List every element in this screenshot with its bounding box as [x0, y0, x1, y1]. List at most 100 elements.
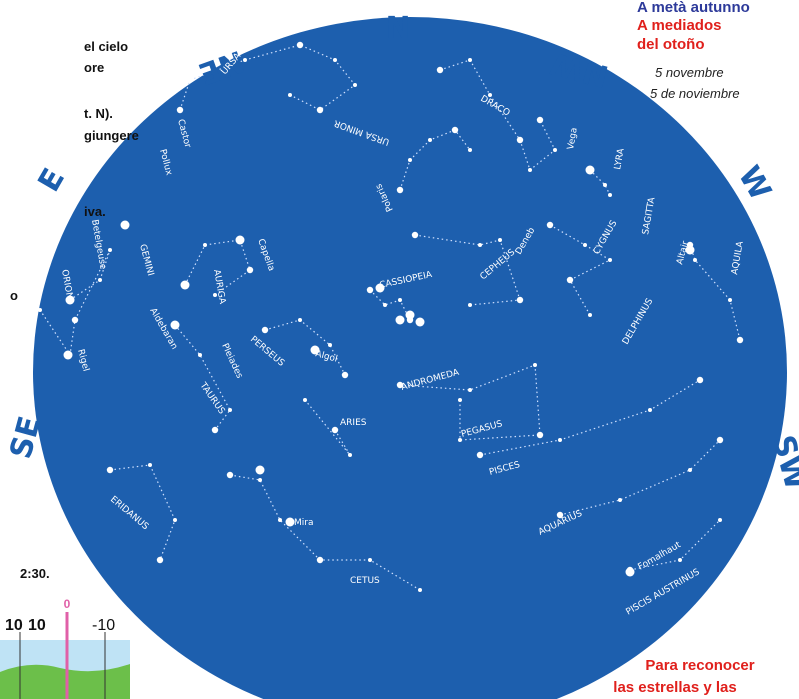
bright-star — [405, 310, 415, 320]
star — [316, 556, 324, 564]
star — [198, 353, 202, 357]
star — [418, 588, 422, 592]
star — [736, 336, 744, 344]
footer-text: las estrellas y las — [613, 679, 736, 696]
side-text: o — [10, 288, 18, 303]
constellation-line — [304, 399, 351, 456]
date-es: 5 de noviembre — [650, 86, 740, 101]
constellation-line — [39, 249, 111, 357]
star — [516, 296, 524, 304]
star — [156, 556, 164, 564]
star — [211, 426, 219, 434]
date-it: 5 novembre — [655, 65, 724, 80]
star — [478, 243, 482, 247]
star — [488, 93, 492, 97]
star — [341, 371, 349, 379]
inset-label: 10 — [28, 617, 46, 634]
star — [331, 426, 339, 434]
star — [688, 468, 692, 472]
inset-label: -10 — [92, 617, 115, 634]
star — [288, 93, 292, 97]
star — [718, 518, 722, 522]
star — [451, 126, 459, 134]
star — [396, 381, 404, 389]
star — [536, 116, 544, 124]
star — [228, 408, 232, 412]
star — [176, 106, 184, 114]
star — [588, 313, 592, 317]
star — [498, 238, 502, 242]
star — [516, 136, 524, 144]
bright-star — [170, 320, 180, 330]
bright-star — [120, 220, 130, 230]
side-text: 2:30. — [20, 566, 50, 581]
star — [603, 183, 607, 187]
star — [608, 258, 612, 262]
star — [243, 58, 247, 62]
star — [213, 293, 217, 297]
side-text: ore — [84, 60, 104, 75]
star — [108, 248, 112, 252]
sky-label: Vega — [566, 127, 580, 151]
direction: N — [385, 11, 410, 46]
star — [71, 316, 79, 324]
constellation-line — [179, 44, 356, 111]
star — [468, 58, 472, 62]
star — [296, 41, 304, 49]
inset-hills — [0, 664, 130, 699]
star — [558, 438, 562, 442]
bright-star — [415, 317, 425, 327]
side-text: giungere — [84, 128, 139, 143]
star — [436, 66, 444, 74]
bright-star — [395, 315, 405, 325]
side-text: el cielo — [84, 39, 128, 54]
stars — [38, 41, 744, 592]
bright-star — [63, 350, 73, 360]
inset-label: 0 — [64, 597, 71, 611]
bright-star — [65, 295, 75, 305]
star — [458, 398, 462, 402]
star — [396, 186, 404, 194]
star — [556, 511, 564, 519]
star — [428, 138, 432, 142]
constellation-line — [264, 319, 346, 376]
constellation-line — [109, 464, 176, 561]
sky-label: LYRA — [613, 147, 627, 171]
bright-star — [685, 245, 695, 255]
sky-label: CETUS — [350, 576, 380, 586]
star — [368, 558, 372, 562]
star — [468, 303, 472, 307]
direction: SE — [3, 413, 48, 463]
star — [458, 438, 462, 442]
star — [693, 258, 697, 262]
star — [298, 318, 302, 322]
star — [261, 326, 269, 334]
side-text: iva. — [84, 204, 106, 219]
star — [566, 276, 574, 284]
star — [398, 298, 402, 302]
sky-label: Mira — [294, 518, 313, 528]
star — [203, 243, 207, 247]
side-text: t. N). — [84, 106, 113, 121]
bright-star — [375, 283, 385, 293]
bright-star — [585, 165, 595, 175]
star — [536, 431, 544, 439]
star — [106, 466, 114, 474]
star — [188, 78, 192, 82]
footer-text: Para reconocer — [645, 657, 754, 674]
star — [696, 376, 704, 384]
sky-label: ARIES — [340, 418, 367, 428]
star — [411, 231, 419, 239]
star — [258, 478, 262, 482]
star — [618, 498, 622, 502]
constellation-line — [559, 439, 721, 516]
star — [98, 278, 102, 282]
star — [468, 388, 472, 392]
star — [348, 453, 352, 457]
star — [648, 408, 652, 412]
sky-disc — [33, 17, 787, 699]
bright-star — [310, 345, 320, 355]
bright-star — [285, 517, 295, 527]
inset-label: 10 — [5, 617, 23, 634]
